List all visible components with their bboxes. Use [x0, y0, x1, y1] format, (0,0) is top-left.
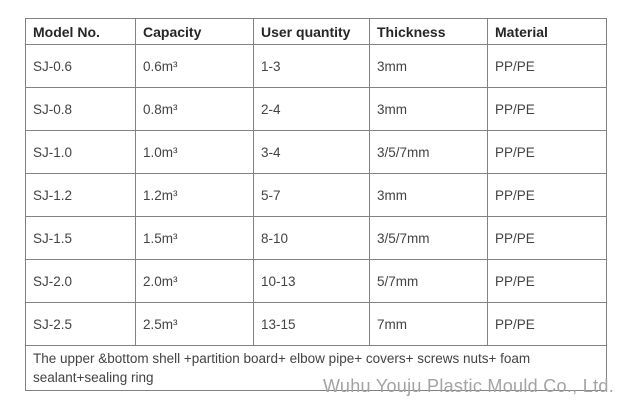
table-cell: PP/PE	[487, 44, 607, 88]
table-footer-row: The upper &bottom shell +partition board…	[25, 345, 607, 391]
column-header: Model No.	[25, 18, 136, 45]
table-cell: 3-4	[253, 130, 370, 174]
table-row: SJ-1.2 1.2m³ 5-7 3mm PP/PE	[25, 173, 607, 217]
company-watermark: Wuhu Youju Plastic Mould Co., Ltd.	[322, 376, 614, 396]
table-cell: SJ-2.5	[25, 302, 136, 346]
column-header: User quantity	[253, 18, 370, 45]
table-cell: 3mm	[369, 173, 488, 217]
table-cell: SJ-2.0	[25, 259, 136, 303]
table-cell: 3mm	[369, 44, 488, 88]
table-header-row: Model No. Capacity User quantity Thickness M…	[25, 18, 607, 45]
table-row: SJ-0.8 0.8m³ 2-4 3mm PP/PE	[25, 87, 607, 131]
product-spec-table-container: Model No. Capacity User quantity Thickness M…	[25, 18, 607, 391]
table-cell: PP/PE	[487, 302, 607, 346]
column-header: Capacity	[135, 18, 254, 45]
table-cell: PP/PE	[487, 87, 607, 131]
table-cell: PP/PE	[487, 216, 607, 260]
table-cell: SJ-1.0	[25, 130, 136, 174]
table-row: SJ-1.5 1.5m³ 8-10 3/5/7mm PP/PE	[25, 216, 607, 260]
table-cell: SJ-0.6	[25, 44, 136, 88]
table-cell: 1.2m³	[135, 173, 254, 217]
column-header: Thickness	[369, 18, 488, 45]
table-cell: 0.6m³	[135, 44, 254, 88]
table-cell: 5/7mm	[369, 259, 488, 303]
table-cell: 7mm	[369, 302, 488, 346]
table-cell: SJ-0.8	[25, 87, 136, 131]
table-cell: 13-15	[253, 302, 370, 346]
table-cell: 1.5m³	[135, 216, 254, 260]
table-cell: 1-3	[253, 44, 370, 88]
table-cell: 2.0m³	[135, 259, 254, 303]
table-row: SJ-2.0 2.0m³ 10-13 5/7mm PP/PE	[25, 259, 607, 303]
table-row: SJ-1.0 1.0m³ 3-4 3/5/7mm PP/PE	[25, 130, 607, 174]
table-cell: 5-7	[253, 173, 370, 217]
table-cell: PP/PE	[487, 259, 607, 303]
table-cell: 2.5m³	[135, 302, 254, 346]
table-cell: SJ-1.5	[25, 216, 136, 260]
table-cell: PP/PE	[487, 173, 607, 217]
table-row: SJ-2.5 2.5m³ 13-15 7mm PP/PE	[25, 302, 607, 346]
components-note: The upper &bottom shell +partition board…	[25, 345, 607, 391]
table-cell: 3/5/7mm	[369, 216, 488, 260]
product-spec-table: Model No. Capacity User quantity Thickness M…	[25, 18, 607, 391]
table-cell: 8-10	[253, 216, 370, 260]
table-cell: 2-4	[253, 87, 370, 131]
table-cell: 3mm	[369, 87, 488, 131]
table-cell: SJ-1.2	[25, 173, 136, 217]
table-cell: 3/5/7mm	[369, 130, 488, 174]
column-header: Material	[487, 18, 607, 45]
table-cell: 10-13	[253, 259, 370, 303]
table-cell: PP/PE	[487, 130, 607, 174]
table-cell: 0.8m³	[135, 87, 254, 131]
table-cell: 1.0m³	[135, 130, 254, 174]
table-row: SJ-0.6 0.6m³ 1-3 3mm PP/PE	[25, 44, 607, 88]
